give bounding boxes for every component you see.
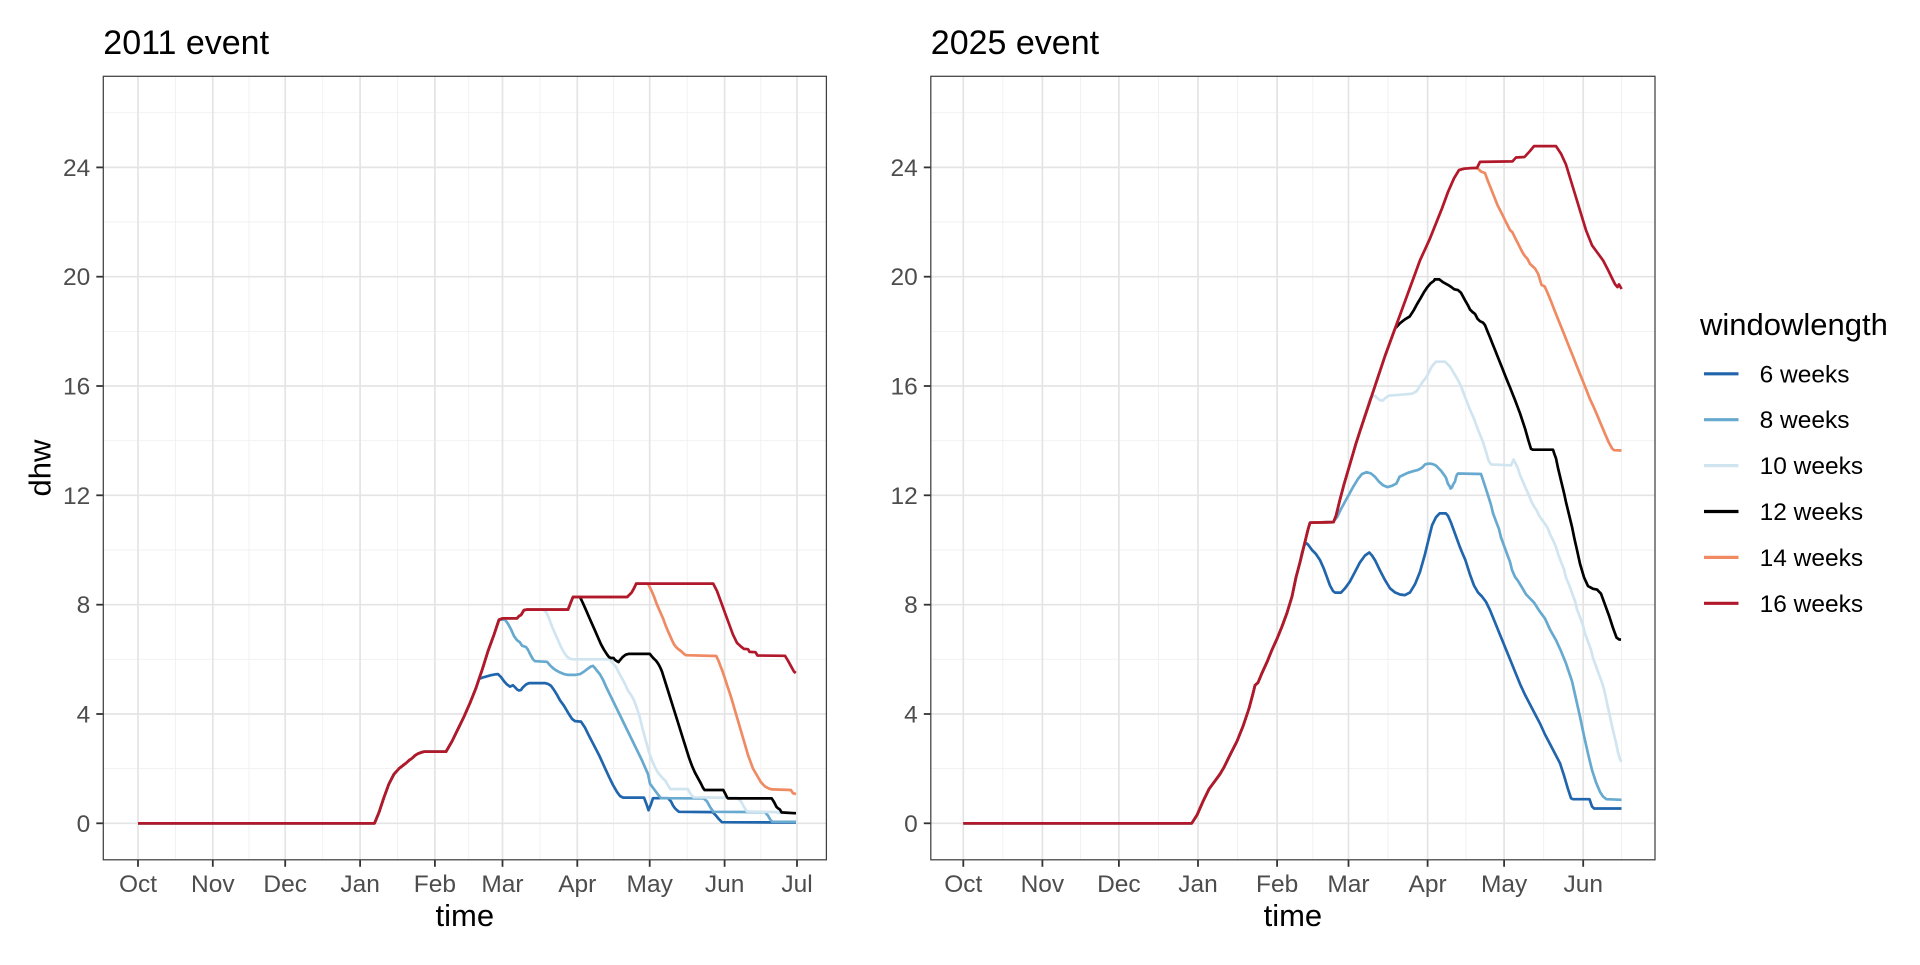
svg-text:May: May [627, 871, 674, 898]
svg-text:20: 20 [891, 264, 918, 291]
svg-text:24: 24 [891, 155, 918, 182]
svg-text:14 weeks: 14 weeks [1760, 545, 1864, 572]
svg-text:2011 event: 2011 event [103, 24, 269, 62]
svg-text:0: 0 [77, 811, 91, 838]
svg-text:windowlength: windowlength [1699, 307, 1888, 342]
svg-text:Apr: Apr [1409, 871, 1447, 898]
svg-text:Nov: Nov [1021, 871, 1065, 898]
svg-text:Jun: Jun [705, 871, 745, 898]
svg-text:24: 24 [63, 155, 90, 182]
svg-text:Oct: Oct [119, 871, 157, 898]
svg-text:Dec: Dec [263, 871, 307, 898]
svg-text:Dec: Dec [1097, 871, 1141, 898]
svg-text:12: 12 [891, 483, 918, 510]
svg-text:8: 8 [904, 592, 918, 619]
svg-text:8 weeks: 8 weeks [1760, 407, 1850, 434]
svg-text:12: 12 [63, 483, 90, 510]
svg-text:6 weeks: 6 weeks [1760, 361, 1850, 388]
svg-text:Jun: Jun [1563, 871, 1603, 898]
svg-text:time: time [436, 898, 495, 933]
svg-text:Jan: Jan [1178, 871, 1218, 898]
svg-text:May: May [1481, 871, 1528, 898]
svg-text:2025 event: 2025 event [931, 24, 1100, 62]
svg-text:4: 4 [904, 702, 918, 729]
svg-text:Nov: Nov [191, 871, 235, 898]
svg-text:10 weeks: 10 weeks [1760, 453, 1864, 480]
svg-text:20: 20 [63, 264, 90, 291]
svg-text:time: time [1264, 898, 1323, 933]
svg-text:dhw: dhw [23, 439, 58, 496]
svg-text:Jan: Jan [340, 871, 380, 898]
svg-text:Feb: Feb [1256, 871, 1298, 898]
svg-text:8: 8 [77, 592, 91, 619]
svg-text:Feb: Feb [414, 871, 456, 898]
svg-text:16: 16 [891, 374, 918, 401]
svg-text:Jul: Jul [781, 871, 812, 898]
svg-text:Mar: Mar [1327, 871, 1369, 898]
svg-text:Mar: Mar [481, 871, 523, 898]
svg-text:Oct: Oct [944, 871, 982, 898]
svg-text:4: 4 [77, 702, 91, 729]
svg-text:16 weeks: 16 weeks [1760, 591, 1864, 618]
svg-text:16: 16 [63, 374, 90, 401]
svg-text:Apr: Apr [558, 871, 596, 898]
svg-text:12 weeks: 12 weeks [1760, 499, 1864, 526]
svg-text:0: 0 [904, 811, 918, 838]
